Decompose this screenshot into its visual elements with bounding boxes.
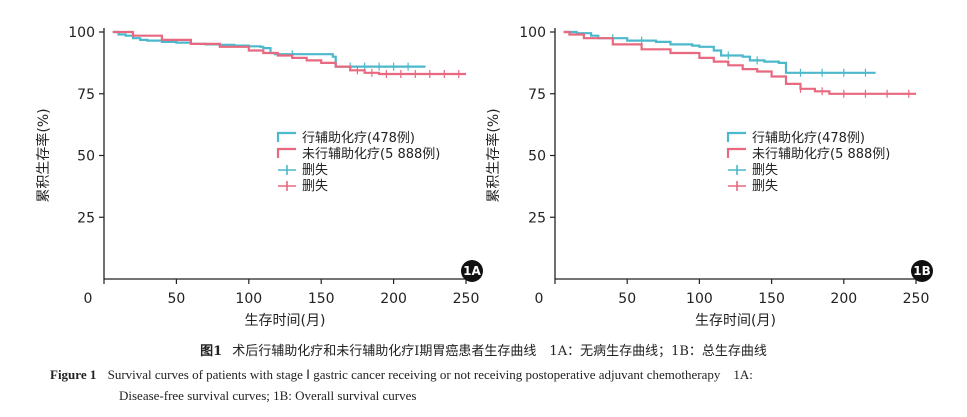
x-tick-label: 100 — [235, 291, 262, 307]
legend-label: 行辅助化疗(478例) — [752, 131, 865, 146]
x-tick-label: 200 — [830, 291, 857, 307]
panel-badge — [911, 260, 933, 282]
x-tick-label: 150 — [758, 291, 785, 307]
caption-en-line2: Disease-free survival curves; 1B: Overal… — [119, 388, 417, 403]
x-tick-label: 100 — [686, 291, 713, 307]
x-tick-label: 150 — [308, 291, 335, 307]
x-tick-label: 200 — [380, 291, 407, 307]
legend-label: 行辅助化疗(478例) — [302, 131, 415, 146]
legend-label: 未行辅助化疗(5 888例) — [302, 147, 440, 162]
km-curve — [112, 30, 426, 68]
x-axis-title: 生存时间(月) — [695, 313, 776, 329]
y-axis-title: 累积生存率(%) — [485, 108, 502, 202]
legend-label: 删失 — [302, 179, 328, 194]
y-tick-label: 25 — [528, 210, 546, 226]
legend-label: 未行辅助化疗(5 888例) — [752, 147, 890, 162]
x-tick-label: 250 — [453, 291, 480, 307]
km-curve — [563, 30, 916, 95]
x-tick-label: 0 — [535, 291, 544, 307]
panel-1B: 25 50 75 100 0 50 100 150 200 250 生存时间(月) 累积生存率(%) 1… — [485, 25, 933, 329]
km-curve — [563, 30, 876, 74]
y-tick-label: 25 — [77, 210, 95, 226]
x-axis-title: 生存时间(月) — [245, 313, 326, 329]
legend-swatch — [726, 131, 746, 142]
caption-en-label: Figure 1 — [50, 367, 97, 382]
caption-chinese: 图1 术后行辅助化疗和未行辅助化疗Ⅰ期胃癌患者生存曲线 1A：无病生存曲线；1B… — [0, 340, 967, 359]
legend-label: 删失 — [752, 179, 778, 194]
x-tick-label: 50 — [618, 291, 636, 307]
y-tick-label: 50 — [528, 149, 546, 165]
caption-cn-text: 术后行辅助化疗和未行辅助化疗Ⅰ期胃癌患者生存曲线 1A：无病生存曲线；1B：总生… — [232, 344, 767, 359]
y-tick-label: 100 — [519, 25, 546, 41]
panel-badge-label: 1A — [463, 264, 481, 278]
caption-en-line1: Survival curves of patients with stage Ⅰ… — [107, 367, 753, 382]
y-tick-label: 50 — [77, 149, 95, 165]
caption-english: Figure 1 Survival curves of patients wit… — [50, 364, 950, 406]
y-tick-label: 100 — [68, 25, 95, 41]
y-tick-label: 75 — [77, 87, 95, 103]
x-tick-label: 0 — [84, 291, 93, 307]
legend-swatch — [726, 147, 746, 158]
x-tick-label: 50 — [167, 291, 185, 307]
y-tick-label: 75 — [528, 87, 546, 103]
caption-cn-label: 图1 — [200, 344, 223, 359]
km-curve — [112, 30, 466, 76]
panel-badge — [461, 260, 483, 282]
legend-swatch — [276, 147, 296, 158]
panel-1A: 25 50 75 100 0 50 100 150 200 250 生存时间(月) 累积生存率(%) 1… — [35, 25, 483, 329]
x-tick-label: 250 — [903, 291, 930, 307]
legend-swatch — [276, 131, 296, 142]
legend-label: 删失 — [752, 163, 778, 178]
y-axis-title: 累积生存率(%) — [35, 108, 52, 202]
legend-label: 删失 — [302, 163, 328, 178]
panel-badge-label: 1B — [913, 264, 931, 278]
